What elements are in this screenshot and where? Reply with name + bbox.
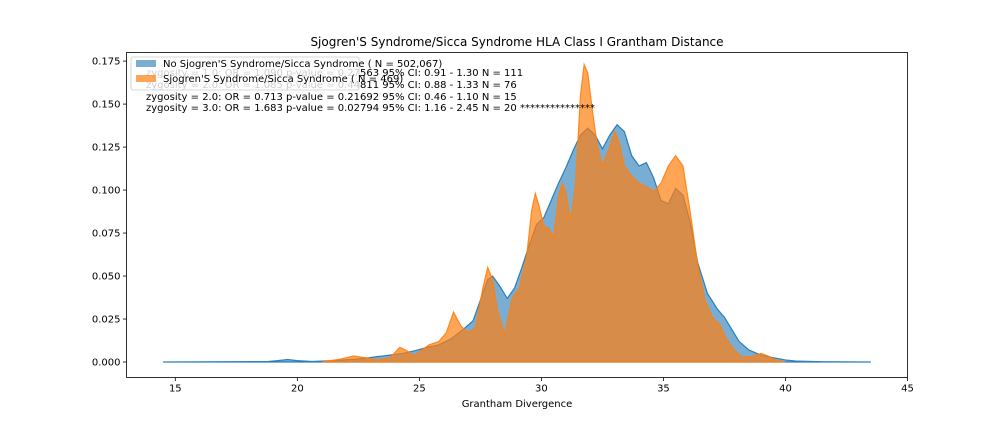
y-tick-label: 0.025 xyxy=(92,315,121,326)
x-tick-label: 20 xyxy=(291,384,304,395)
y-tick-label: 0.175 xyxy=(92,57,121,68)
x-tick-label: 45 xyxy=(901,384,914,395)
x-axis-label: Grantham Divergence xyxy=(462,399,573,410)
x-axis: 15 20 25 30 35 40 45 xyxy=(169,377,914,395)
legend-swatch-no-sjogren xyxy=(136,60,156,67)
y-tick-label: 0.125 xyxy=(92,143,121,154)
x-tick-label: 15 xyxy=(169,384,182,395)
annotation-line-3: zygosity = 2.0: OR = 0.713 p-value = 0.2… xyxy=(146,92,517,103)
legend: No Sjogren'S Syndrome/Sicca Syndrome ( N… xyxy=(130,56,442,91)
y-tick-label: 0.075 xyxy=(92,229,121,240)
legend-label-sjogren: Sjogren'S Syndrome/Sicca Syndrome ( N = … xyxy=(163,74,403,85)
chart-title: Sjogren'S Syndrome/Sicca Syndrome HLA Cl… xyxy=(310,35,723,49)
legend-label-no-sjogren: No Sjogren'S Syndrome/Sicca Syndrome ( N… xyxy=(163,59,442,70)
x-tick-label: 40 xyxy=(779,384,792,395)
y-tick-label: 0.150 xyxy=(92,100,121,111)
x-tick-label: 30 xyxy=(535,384,548,395)
plot-frame xyxy=(126,52,908,378)
density-area-sjogren xyxy=(321,62,786,363)
y-tick-label: 0.050 xyxy=(92,272,121,283)
y-tick-label: 0.100 xyxy=(92,186,121,197)
legend-swatch-sjogren xyxy=(136,75,156,82)
legend-box xyxy=(130,56,360,91)
annotation-line-4: zygosity = 3.0: OR = 1.683 p-value = 0.0… xyxy=(146,103,595,114)
series-layer xyxy=(163,62,871,363)
x-tick-label: 35 xyxy=(657,384,670,395)
y-axis: 0.000 0.025 0.050 0.075 0.100 0.125 0.150 0.175 xyxy=(92,57,127,369)
x-tick-label: 25 xyxy=(413,384,426,395)
y-tick-label: 0.000 xyxy=(92,358,121,369)
